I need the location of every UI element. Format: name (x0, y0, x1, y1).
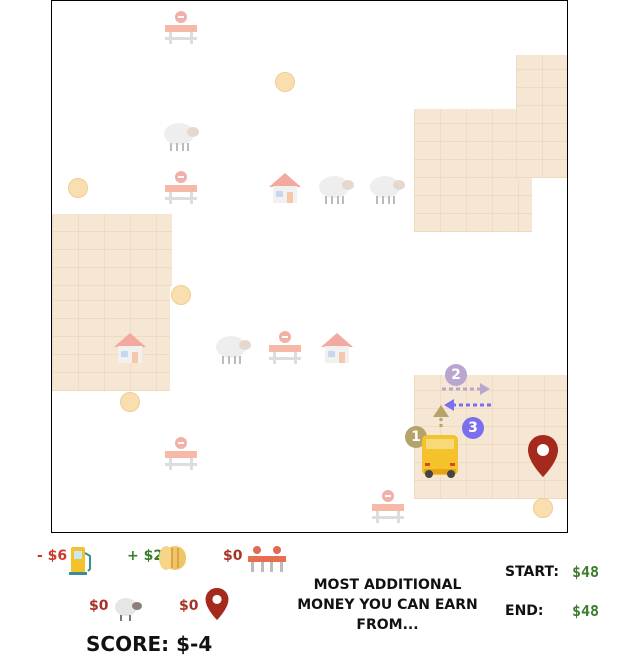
coin-icon (68, 178, 88, 198)
start-value: $48 (572, 563, 600, 581)
step-badge-3: 3 (462, 417, 484, 439)
sheep-icon (216, 336, 251, 364)
fuel-cost: - $6 (37, 548, 68, 564)
game-board[interactable]: 2 3 1 (51, 0, 568, 533)
question-text: MOST ADDITIONAL MONEY YOU CAN EARN FROM.… (297, 577, 478, 633)
sheep-icon (164, 123, 199, 151)
map-pin-icon (528, 435, 558, 477)
step-badge-1: 1 (405, 426, 427, 448)
house-icon (269, 173, 301, 203)
house-icon (321, 333, 353, 363)
bus-icon[interactable] (420, 431, 460, 481)
road-block (516, 55, 567, 178)
barrier-icon (165, 11, 197, 44)
coin-icon (120, 392, 140, 412)
coin-icon (171, 285, 191, 305)
pin-cost: $0 (179, 598, 199, 614)
coin-icon (533, 498, 553, 518)
end-value: $48 (572, 602, 600, 620)
end-label: END: (505, 603, 544, 619)
barrier-icon (165, 171, 197, 204)
path-arrows (433, 383, 492, 427)
sheep-icon (115, 598, 142, 621)
score-display: SCORE: $-4 (86, 632, 213, 656)
house-icon (114, 333, 146, 363)
barrier-icon (165, 437, 197, 470)
hay-bale-icon (159, 546, 186, 570)
fuel-pump-icon (69, 547, 91, 575)
step-badge-2: 2 (445, 364, 467, 386)
barrier-icon (269, 331, 301, 364)
barrier-icon (248, 546, 286, 572)
barrier-cost: $0 (223, 548, 243, 564)
hay-reward: + $2 (127, 548, 164, 564)
sheep-icon (319, 176, 354, 204)
coin-icon (275, 72, 295, 92)
sheep-cost: $0 (89, 598, 109, 614)
road-block (52, 214, 172, 286)
map-pin-icon (205, 587, 229, 621)
road-block (414, 109, 532, 232)
sheep-icon (370, 176, 405, 204)
start-label: START: (505, 564, 559, 580)
barrier-icon (372, 490, 404, 523)
